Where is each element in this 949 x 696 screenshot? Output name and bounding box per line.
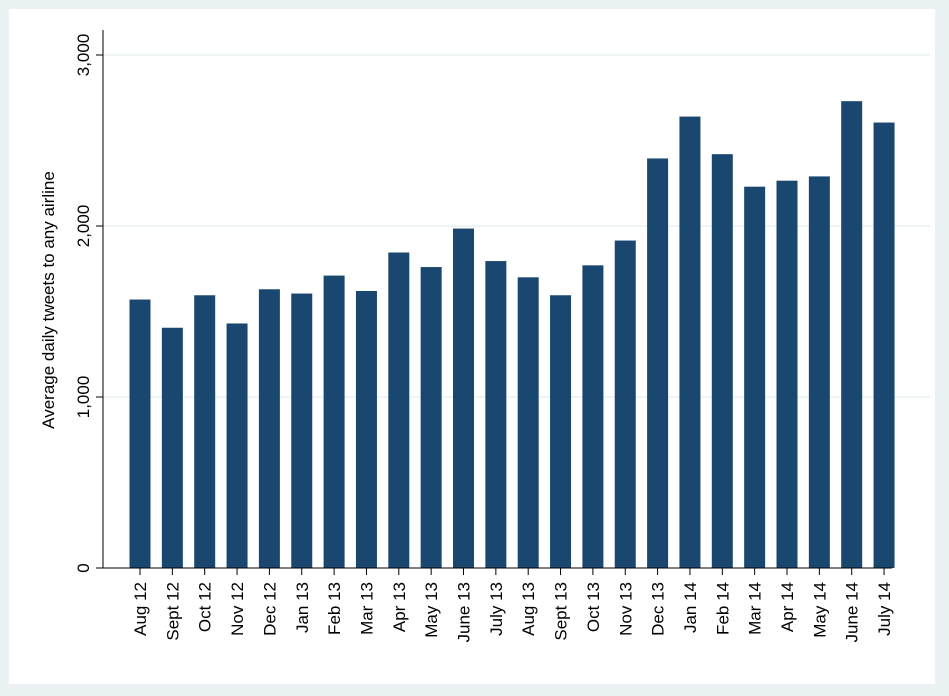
bar	[323, 275, 345, 568]
x-tick-label: June 14	[843, 582, 862, 643]
x-tick-label: Feb 13	[325, 582, 344, 635]
bar	[679, 116, 701, 568]
bar	[485, 261, 507, 568]
bar	[808, 176, 830, 568]
bar	[258, 289, 280, 568]
bar	[517, 277, 539, 568]
bar	[550, 295, 572, 568]
x-tick-label: Sept 12	[163, 582, 182, 641]
x-tick-label: Mar 13	[357, 582, 376, 635]
x-tick-label: June 13	[455, 582, 474, 643]
bar	[647, 158, 669, 568]
x-tick-label: Oct 12	[196, 582, 215, 632]
x-tick-label: Aug 13	[519, 582, 538, 636]
bar	[355, 290, 377, 568]
bar	[291, 293, 313, 568]
x-tick-label: July 13	[487, 582, 506, 636]
x-tick-label: Dec 12	[260, 582, 279, 636]
x-tick-label: Aug 12	[131, 582, 150, 636]
bar	[744, 186, 766, 569]
x-tick-label: Dec 13	[649, 582, 668, 636]
bar	[129, 299, 151, 568]
x-tick-label: Mar 14	[746, 582, 765, 635]
bar	[194, 295, 216, 568]
x-tick-label: May 14	[810, 582, 829, 638]
x-tick-label: Oct 13	[584, 582, 603, 632]
bar	[582, 265, 604, 568]
x-tick-label: July 14	[875, 582, 894, 636]
x-tick-label: Apr 13	[390, 582, 409, 632]
bar	[388, 252, 410, 568]
bar	[161, 327, 183, 568]
x-tick-label: Jan 14	[681, 582, 700, 633]
y-tick-label: 0	[74, 563, 93, 572]
bar	[711, 154, 733, 568]
bar	[420, 267, 442, 568]
x-tick-label: Sept 13	[552, 582, 571, 641]
x-tick-label: May 13	[422, 582, 441, 638]
y-tick-label: 1,000	[74, 376, 93, 419]
x-tick-label: Nov 12	[228, 582, 247, 636]
x-tick-label: Apr 14	[778, 582, 797, 632]
x-tick-label: Jan 13	[293, 582, 312, 633]
bar	[776, 180, 798, 568]
y-tick-label: 3,000	[74, 34, 93, 77]
bar	[873, 122, 895, 569]
bar	[614, 240, 636, 568]
x-axis: Aug 12 Sept 12 Oct 12 Nov 12 Dec 12 Jan 13 Feb…	[103, 567, 894, 643]
bar	[226, 323, 248, 568]
bars	[129, 101, 895, 569]
bar	[453, 228, 474, 568]
x-tick-label: Nov 13	[616, 582, 635, 636]
bar	[841, 101, 863, 569]
y-tick-label: 2,000	[74, 205, 93, 248]
y-axis: 0 1,000 2,000 3,000	[74, 30, 104, 573]
x-tick-label: Feb 14	[713, 582, 732, 635]
y-axis-title: Average daily tweets to any airline	[39, 171, 58, 429]
